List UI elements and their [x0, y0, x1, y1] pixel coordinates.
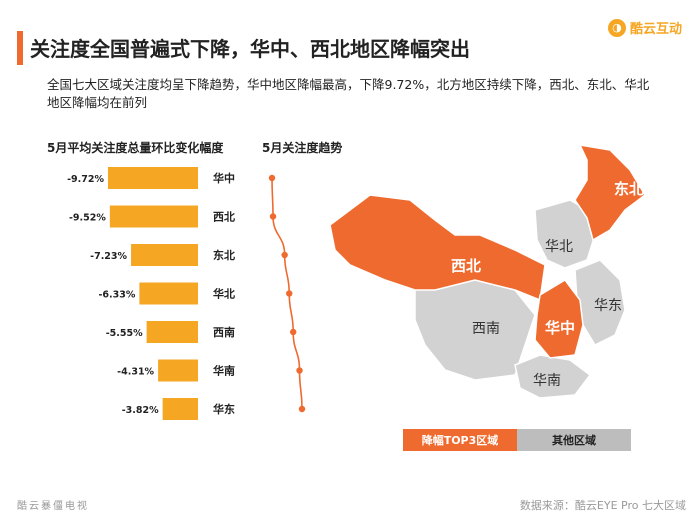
title-accent-bar: [17, 31, 23, 65]
map-label-dongbei: 东北: [614, 180, 645, 198]
legend-other: 其他区域: [517, 429, 631, 451]
page-title: 关注度全国普遍式下降，华中、西北地区降幅突出: [30, 37, 470, 61]
bar-chart-title: 5月平均关注度总量环比变化幅度: [47, 141, 224, 155]
map-region-dongbei: [574, 144, 646, 242]
page-subtitle: 全国七大区域关注度均呈下降趋势，华中地区降幅最高，下降9.72%，北方地区持续下…: [47, 77, 650, 110]
map-label-huadong: 华东: [594, 298, 622, 314]
bar-华中: [108, 167, 198, 189]
brand-logo: ◑ 酷云互动: [607, 18, 682, 37]
trend-point-华东: [298, 405, 306, 413]
bar-data-label: -3.82%: [122, 405, 159, 416]
bar-data-label: -6.33%: [98, 290, 135, 301]
bar-data-label: -9.72%: [67, 174, 104, 185]
category-label: 东北: [213, 248, 235, 262]
bar-华东: [162, 398, 198, 420]
logo-icon: ◑: [607, 18, 626, 37]
bar-data-label: -4.31%: [117, 367, 154, 378]
category-label: 华南: [213, 364, 235, 378]
map-label-huabei: 华北: [545, 239, 573, 255]
map-legend: 降幅TOP3区域 其他区域: [403, 429, 631, 451]
bar-data-label: -5.55%: [106, 328, 143, 339]
map-label-huanan: 华南: [533, 373, 561, 389]
map-label-xibei: 西北: [451, 257, 482, 275]
trend-point-西北: [269, 213, 277, 220]
bar-华南: [158, 359, 198, 382]
map-region-huazhong: [534, 279, 584, 359]
bar-data-label: -7.23%: [90, 251, 127, 262]
map-label-huazhong: 华中: [545, 319, 576, 337]
bar-西南: [146, 321, 198, 343]
map-region-huabei: [534, 199, 596, 269]
bar-东北: [131, 244, 198, 266]
map-label-xinan: 西南: [472, 321, 500, 337]
map-region-huanan: [514, 354, 592, 399]
trend-point-东北: [281, 251, 288, 259]
trend-point-华北: [286, 290, 293, 297]
map-region-xibei: [329, 194, 546, 302]
bar-华北: [139, 282, 198, 305]
footer-source: 数据来源：酷云EYE Pro 七大区域: [519, 499, 686, 512]
logo-text: 酷云互动: [629, 22, 682, 37]
category-label: 华东: [213, 402, 235, 416]
bar-data-label: -9.52%: [69, 213, 106, 224]
category-label: 西南: [213, 325, 235, 339]
category-label: 西北: [213, 210, 235, 224]
trend-chart-title: 5月关注度趋势: [262, 141, 343, 155]
category-label: 华北: [213, 287, 235, 301]
trend-point-华南: [296, 367, 303, 374]
china-region-map: [329, 144, 646, 399]
footer-watermark: 酷云暴僵电视: [17, 501, 89, 512]
bar-chart: -9.72% 华中 -9.52% 西北 -7.23% 东北 -6.33% 华北 -5.55% 西南…: [67, 167, 306, 420]
trend-point-西南: [290, 328, 297, 336]
category-label: 华中: [213, 171, 235, 185]
legend-top3: 降幅TOP3区域: [403, 429, 517, 451]
trend-point-华中: [268, 174, 276, 182]
bar-西北: [109, 205, 198, 228]
